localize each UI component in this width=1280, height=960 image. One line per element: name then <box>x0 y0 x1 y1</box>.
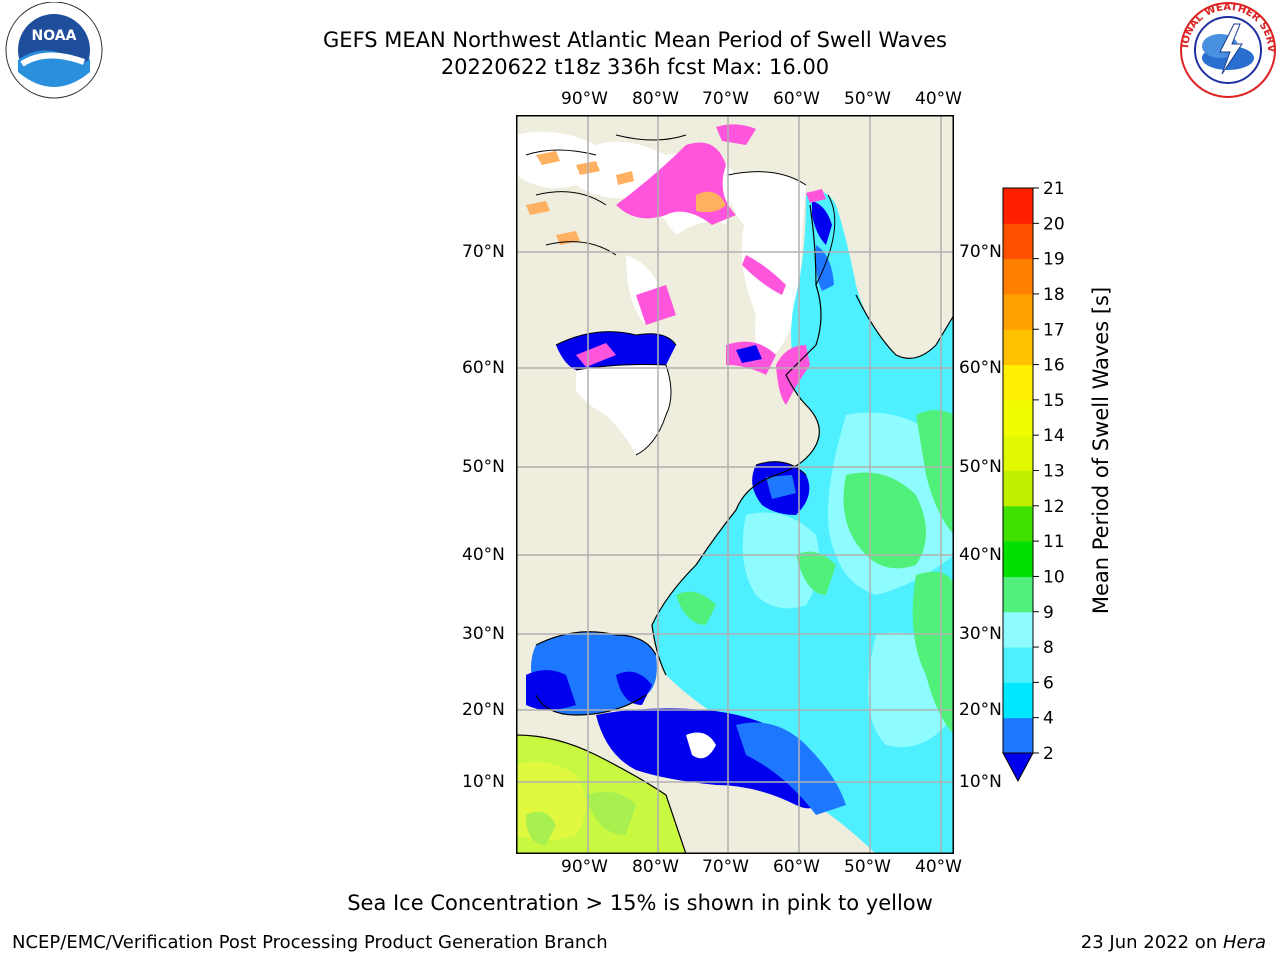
map-frame <box>516 115 954 854</box>
colorbar: 2 4 6 8 9 10 11 12 13 14 15 16 17 18 19 20 21 Mean Period… <box>1002 180 1113 783</box>
lat-tick-right: 40°N <box>959 545 1002 565</box>
sea-ice-note: Sea Ice Concentration > 15% is shown in … <box>347 891 933 915</box>
colorbar-tick-label: 10 <box>1043 567 1065 587</box>
colorbar-tick-label: 14 <box>1043 426 1065 446</box>
lat-tick-right: 20°N <box>959 700 1002 720</box>
lat-tick-left: 60°N <box>462 358 505 378</box>
chart-title: GEFS MEAN Northwest Atlantic Mean Period… <box>323 28 947 52</box>
colorbar-tick-label: 18 <box>1043 285 1065 305</box>
colorbar-bin <box>1003 258 1033 295</box>
lat-tick-right: 50°N <box>959 457 1002 477</box>
lon-tick-bottom: 90°W <box>561 857 608 877</box>
lon-tick-top: 90°W <box>561 89 608 109</box>
noaa-logo: NOAA <box>5 2 103 99</box>
noaa-logo-text: NOAA <box>32 28 77 44</box>
colorbar-bin <box>1003 435 1033 471</box>
footer-right: 23 Jun 2022 on Hera <box>1081 932 1266 953</box>
colorbar-tick-label: 4 <box>1043 709 1054 729</box>
colorbar-under-arrow <box>1002 752 1034 783</box>
colorbar-tick-label: 8 <box>1043 638 1054 658</box>
lat-tick-left: 10°N <box>462 772 505 792</box>
colorbar-bin <box>1003 293 1033 330</box>
lat-tick-left: 40°N <box>462 545 505 565</box>
sea-ice-orange-patches <box>526 151 634 245</box>
colorbar-bin <box>1003 399 1033 436</box>
footer-left: NCEP/EMC/Verification Post Processing Pr… <box>12 932 608 953</box>
lon-tick-bottom: 60°W <box>773 857 820 877</box>
colorbar-tick-label: 19 <box>1043 250 1065 270</box>
colorbar-tick-label: 17 <box>1043 320 1065 340</box>
colorbar-tick-label: 12 <box>1043 497 1065 517</box>
lon-tick-top: 80°W <box>632 89 679 109</box>
lon-tick-top: 50°W <box>844 89 891 109</box>
hudson-bay <box>576 364 671 455</box>
colorbar-bin <box>1003 611 1033 648</box>
colorbar-bin <box>1003 188 1033 224</box>
ocean-band-9s <box>843 472 926 569</box>
lat-tick-left: 70°N <box>462 242 505 262</box>
map-panel <box>516 115 954 854</box>
map-grid <box>516 115 954 854</box>
footer-date: 23 Jun 2022 on <box>1080 932 1223 953</box>
colorbar-bin <box>1003 576 1033 613</box>
lat-tick-left: 30°N <box>462 624 505 644</box>
lon-tick-bottom: 40°W <box>915 857 962 877</box>
nws-logo: NATIONAL WEATHER SERVICE <box>1176 2 1276 98</box>
lon-tick-bottom: 70°W <box>702 857 749 877</box>
colorbar-tick-label: 13 <box>1043 462 1065 482</box>
colorbar-tick-label: 9 <box>1043 603 1054 623</box>
colorbar-tick-label: 11 <box>1043 532 1065 552</box>
lat-tick-right: 10°N <box>959 772 1002 792</box>
lon-tick-top: 70°W <box>702 89 749 109</box>
colorbar-bin <box>1003 505 1033 542</box>
colorbar-tick-label: 15 <box>1043 391 1065 411</box>
lat-tick-right: 60°N <box>959 358 1002 378</box>
colorbar-tick-label: 20 <box>1043 214 1065 234</box>
colorbar-tick-label: 21 <box>1043 180 1065 199</box>
lat-tick-right: 30°N <box>959 624 1002 644</box>
colorbar-bin <box>1003 682 1033 719</box>
colorbar-bin <box>1003 717 1033 754</box>
colorbar-tick-label: 6 <box>1043 673 1054 693</box>
lat-tick-right: 70°N <box>959 242 1002 262</box>
colorbar-bin <box>1003 470 1033 507</box>
lon-tick-top: 60°W <box>773 89 820 109</box>
lat-tick-left: 20°N <box>462 700 505 720</box>
lon-tick-top: 40°W <box>915 89 962 109</box>
colorbar-bin <box>1003 223 1033 260</box>
lon-tick-bottom: 80°W <box>632 857 679 877</box>
colorbar-label: Mean Period of Swell Waves [s] <box>1089 287 1113 614</box>
colorbar-tick-label: 16 <box>1043 356 1065 376</box>
colorbar-bin <box>1003 647 1033 683</box>
colorbar-bin <box>1003 364 1033 401</box>
lon-tick-bottom: 50°W <box>844 857 891 877</box>
chart-subtitle: 20220622 t18z 336h fcst Max: 16.00 <box>440 55 830 79</box>
colorbar-bin <box>1003 329 1033 366</box>
colorbar-tick-label: 2 <box>1043 744 1054 764</box>
footer-machine: Hera <box>1222 932 1266 953</box>
lat-tick-left: 50°N <box>462 457 505 477</box>
colorbar-bin <box>1003 541 1033 577</box>
